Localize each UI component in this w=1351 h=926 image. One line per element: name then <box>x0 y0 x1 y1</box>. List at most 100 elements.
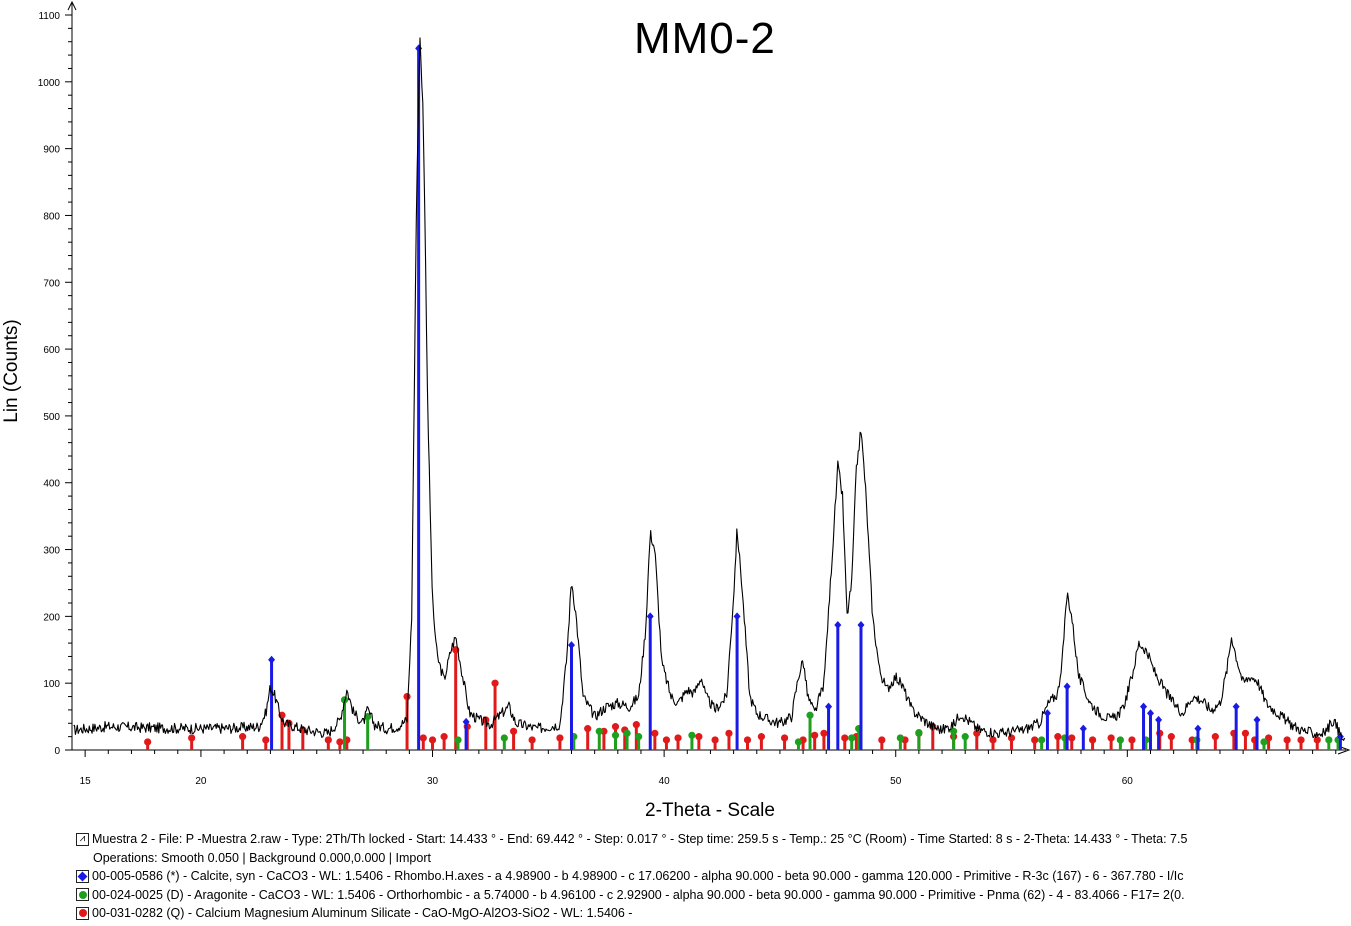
stick-marker <box>1260 738 1268 746</box>
reference-sticks <box>144 44 1344 750</box>
stick-marker <box>688 731 696 739</box>
y-tick-label: 1000 <box>38 78 61 89</box>
stick-marker <box>662 736 671 744</box>
stick-marker <box>1079 724 1087 733</box>
stick-marker <box>632 721 640 729</box>
stick-marker <box>336 738 344 746</box>
x-tick-label: 40 <box>659 776 671 787</box>
stick-marker <box>268 655 276 664</box>
stick-marker <box>509 727 518 735</box>
stick-marker <box>857 621 865 630</box>
stick-marker <box>1211 733 1219 741</box>
stick-series-0 <box>268 44 1344 750</box>
stick-marker <box>794 738 803 746</box>
stick-marker <box>1146 709 1154 718</box>
stick-marker <box>725 729 733 737</box>
y-axis-label: Lin (Counts) <box>1 319 22 423</box>
stick-marker <box>403 692 411 701</box>
stick-marker <box>674 734 682 742</box>
stick-marker <box>1043 709 1051 718</box>
scan-line <box>73 37 1346 741</box>
stick-marker <box>825 702 833 711</box>
stick-marker <box>733 612 741 621</box>
green-circle-marker-icon <box>76 888 89 902</box>
stick-marker <box>1038 736 1046 744</box>
stick-marker <box>635 733 643 741</box>
stick-marker <box>462 717 470 726</box>
stick-marker <box>188 734 196 742</box>
stick-marker <box>595 727 603 735</box>
stick-marker <box>491 679 499 687</box>
stick-marker <box>1194 724 1202 733</box>
legend-scan-entry: ⩘ Muestra 2 - File: P -Muestra 2.raw - T… <box>76 830 1187 849</box>
stick-marker <box>811 731 819 739</box>
stick-marker <box>1232 702 1240 711</box>
stick-marker <box>973 729 981 737</box>
stick-marker <box>556 734 564 742</box>
stick-marker <box>1116 736 1124 744</box>
stick-marker <box>1088 736 1097 744</box>
legend-calcite-entry: 00-005-0586 (*) - Calcite, syn - CaCO3 -… <box>76 867 1187 886</box>
stick-marker <box>1068 734 1076 742</box>
y-tick-label: 0 <box>54 746 60 757</box>
stick-marker <box>419 734 427 742</box>
chart-title: MM0-2 <box>634 14 776 63</box>
stick-marker <box>1140 702 1148 711</box>
stick-marker <box>1253 715 1261 724</box>
stick-marker <box>1325 736 1333 744</box>
stick-marker <box>567 641 575 650</box>
ticks: 0 100 200 300 400 500 600 700 800 900 1000 1100 15 20… <box>38 11 1337 787</box>
stick-marker <box>528 736 536 744</box>
stick-marker <box>262 736 270 744</box>
x-tick-label: 20 <box>195 776 207 787</box>
y-tick-label: 100 <box>43 679 60 690</box>
stick-marker <box>1031 736 1039 744</box>
stick-marker <box>780 734 789 742</box>
stick-marker <box>364 712 372 721</box>
legend-scan-text: Muestra 2 - File: P -Muestra 2.raw - Typ… <box>92 832 1188 846</box>
x-tick-label: 50 <box>890 776 902 787</box>
y-tick-label: 1100 <box>38 11 60 22</box>
stick-marker <box>428 736 437 744</box>
stick-marker <box>500 734 508 742</box>
stick-marker <box>834 621 842 630</box>
stick-marker <box>841 734 849 742</box>
stick-marker <box>1313 736 1321 744</box>
y-tick-label: 200 <box>43 612 60 623</box>
stick-marker <box>711 736 719 744</box>
axes <box>67 0 1351 755</box>
legend-scan-operations: Operations: Smooth 0.050 | Background 0.… <box>93 850 431 865</box>
x-axis-label: 2-Theta - Scale <box>645 800 775 821</box>
stick-marker <box>440 733 448 741</box>
stick-marker <box>1155 715 1163 724</box>
y-tick-label: 600 <box>43 345 60 356</box>
stick-marker <box>623 729 631 737</box>
stick-marker <box>611 731 620 739</box>
red-circle-marker-icon <box>76 906 89 920</box>
stick-marker <box>1007 734 1016 742</box>
y-tick-label: 700 <box>43 278 60 289</box>
diffractogram-line <box>73 37 1346 741</box>
stick-marker <box>611 723 620 731</box>
legend-calcite-text: 00-005-0586 (*) - Calcite, syn - CaCO3 -… <box>92 869 1184 883</box>
stick-marker <box>896 734 904 742</box>
stick-marker <box>144 738 152 746</box>
legend-silicate-text: 00-031-0282 (Q) - Calcium Magnesium Alum… <box>92 906 633 920</box>
stick-marker <box>743 736 752 744</box>
stick-marker <box>1107 734 1115 742</box>
stick-marker <box>324 736 332 744</box>
stick-marker <box>806 711 814 719</box>
stick-marker <box>1283 736 1291 744</box>
stick-marker <box>961 733 969 741</box>
blue-diamond-marker-icon <box>76 869 89 883</box>
y-tick-label: 400 <box>43 479 60 490</box>
y-tick-label: 900 <box>43 145 60 156</box>
stick-marker <box>1054 733 1062 741</box>
x-tick-label: 60 <box>1122 776 1134 787</box>
stick-marker <box>340 696 349 704</box>
y-axis-arrow <box>67 0 77 11</box>
legend-aragonite-text: 00-024-0025 (D) - Aragonite - CaCO3 - WL… <box>92 887 1185 902</box>
y-tick-label: 300 <box>43 546 60 557</box>
stick-marker <box>1297 736 1305 744</box>
stick-marker <box>584 725 592 733</box>
